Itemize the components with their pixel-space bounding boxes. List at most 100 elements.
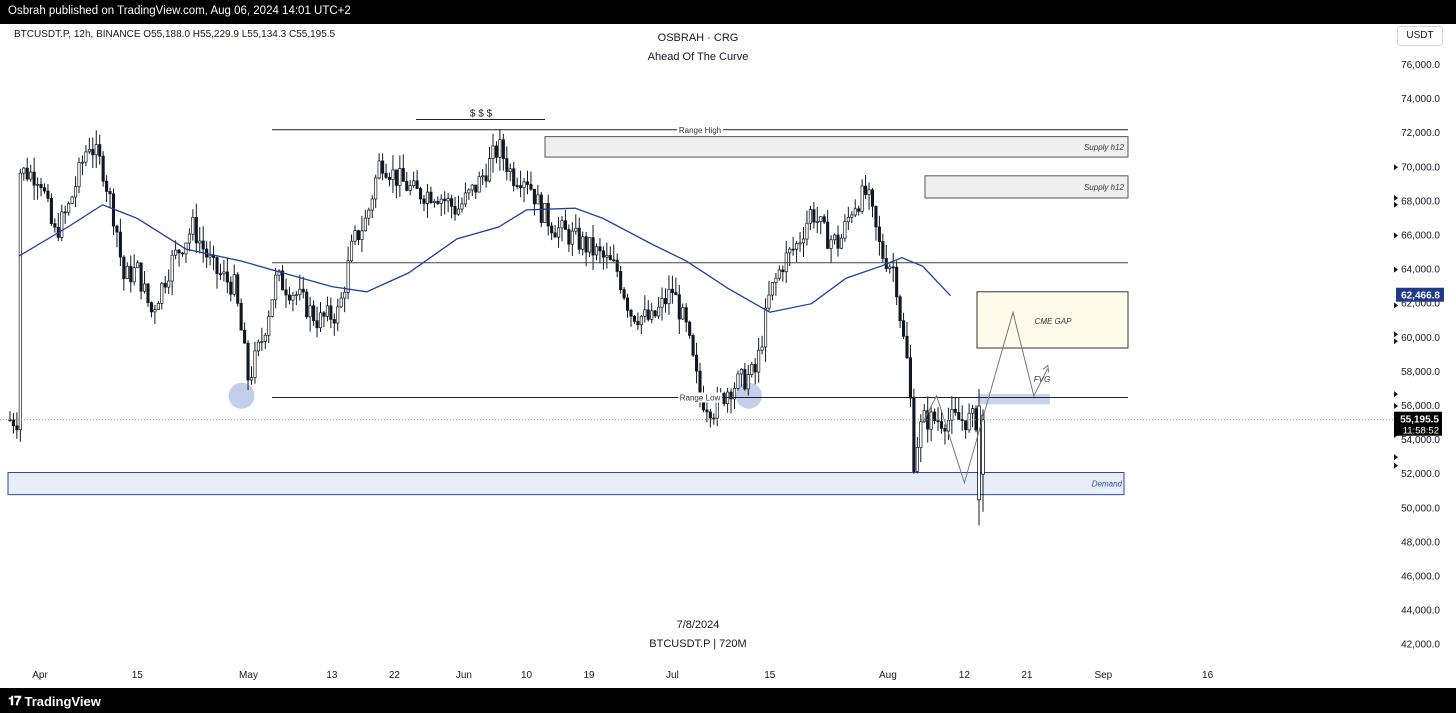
candle-body [743,369,747,390]
candle-body [225,271,229,283]
candle-body [936,420,940,423]
candle-body [253,350,257,378]
candle-body [605,255,609,258]
axis-marker-icon [1394,302,1398,309]
candle-body [70,196,74,204]
axis-marker-icon [1394,232,1398,239]
candle-body [267,316,271,336]
price-tick: 76,000.0 [1401,60,1440,71]
annotation-text-layer: Range High Range Low $ $ $ Supply h12 Supply… [470,109,1125,489]
candle-body [832,234,837,241]
axis-marker-icon [1394,403,1398,409]
candle-body [260,341,264,343]
candle-body [229,281,233,295]
candle-body [370,198,374,211]
chart-title: OSBRAH · CRG [657,32,739,44]
demand-label: Demand [1092,480,1123,489]
candle-body [660,298,664,308]
candle-body [584,236,588,253]
candle-body [898,296,902,322]
candle-body [705,409,709,413]
candle-body [612,259,616,262]
price-tick: 52,000.0 [1401,469,1440,480]
axis-marker-icon [1394,454,1398,461]
candle-body [808,209,812,224]
candle-body [177,249,181,254]
candle-body [460,203,464,210]
candle-body [864,185,868,196]
candle-body [425,191,430,204]
candle-body [964,420,968,431]
axis-marker-icon [1394,462,1398,469]
chart-area[interactable]: Range High Range Low $ $ $ Supply h12 Supply… [0,24,1456,688]
price-tick: 60,000.0 [1401,333,1440,344]
candle-body [156,303,160,310]
candle-body [912,397,916,472]
candle-body [174,249,178,256]
candle-body [632,315,637,322]
candle-body [895,266,899,298]
supply-label-1: Supply h12 [1084,143,1125,152]
candle-body [843,221,847,239]
candle-body [291,295,295,301]
candle-body [236,274,240,304]
candle-body [129,265,133,283]
price-tick: 42,000.0 [1401,640,1440,651]
candle-body [163,282,167,288]
candle-body [681,307,685,320]
currency-button[interactable]: USDT [1397,26,1443,46]
range-low-label-bg [678,392,722,403]
candle-body [857,208,861,212]
price-tick: 66,000.0 [1401,231,1440,242]
candle-body [446,198,450,202]
candle-body [201,240,205,250]
candle-body [481,175,485,178]
candle-body [870,189,875,207]
candles-layer [8,129,985,526]
candle-body [470,184,474,191]
publisher-bar: Osbrah published on TradingView.com, Aug… [0,0,1456,24]
candle-body [356,230,361,241]
candle-body [498,139,502,158]
last-price-label: 55,195.5 [1400,415,1439,426]
tradingview-logo[interactable]: 𝟏𝟕 TradingView [8,693,101,709]
candle-body [377,160,381,179]
candle-body [684,307,688,323]
liquidity-label: $ $ $ [470,109,493,120]
candle-body [826,221,830,249]
candle-body [329,305,333,320]
candle-body [881,241,885,259]
candle-body [246,342,250,381]
candle-body [588,237,592,253]
candle-body [953,408,957,413]
candle-body [874,206,878,228]
axis-marker-icon [1394,331,1398,338]
lines-layer [0,119,1393,485]
candle-body [688,321,692,336]
candle-body [598,246,602,252]
ma-price-label-bg [1396,287,1444,302]
candle-body [981,419,985,475]
candle-body [674,292,678,296]
candle-body [232,274,236,295]
candle-body [636,321,640,326]
candle-body [391,169,395,180]
candle-body [677,294,681,320]
candle-body [218,273,223,276]
chart-canvas[interactable]: Range High Range Low $ $ $ Supply h12 Supply… [0,24,1456,688]
candle-body [298,288,302,296]
time-tick: Jul [666,670,679,681]
candle-body [819,216,823,222]
candle-body [767,294,771,309]
candle-body [650,310,654,320]
candle-body [336,306,340,324]
candle-body [270,299,274,317]
candle-body [563,220,568,230]
price-tick: 70,000.0 [1401,162,1440,173]
candle-body [608,255,612,261]
candle-body [381,160,385,174]
candle-body [763,307,768,348]
candle-body [308,305,312,318]
candle-body [591,237,595,256]
symbol-info: BTCUSDT.P, 12h, BINANCE O55,188.0 H55,22… [14,29,336,40]
